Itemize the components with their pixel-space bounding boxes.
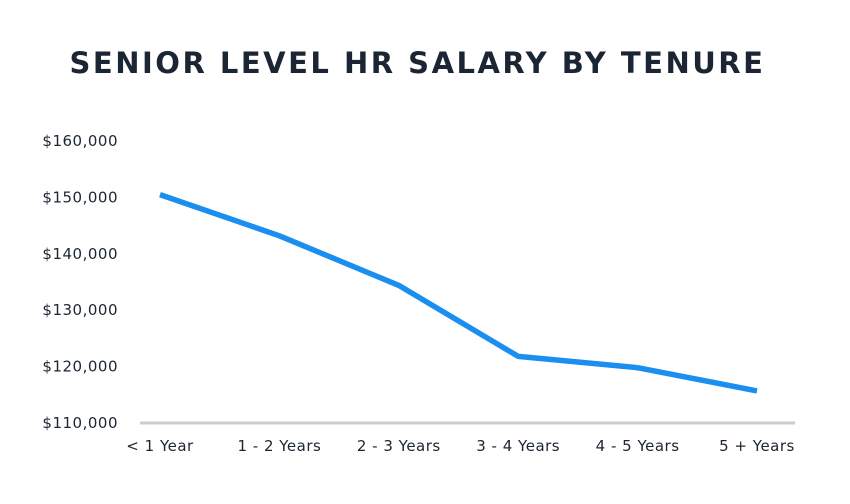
chart-title: SENIOR LEVEL HR SALARY BY TENURE [69, 46, 766, 80]
x-tick-label: 2 - 3 Years [357, 437, 441, 455]
y-tick-label: $160,000 [42, 132, 118, 150]
y-tick-label: $140,000 [42, 245, 118, 263]
x-tick-label: 5 + Years [719, 437, 795, 455]
y-tick-label: $120,000 [42, 358, 118, 376]
x-tick-label: 1 - 2 Years [237, 437, 321, 455]
y-tick-label: $150,000 [42, 188, 118, 206]
x-tick-label: < 1 Year [126, 437, 194, 455]
y-tick-label: $110,000 [42, 414, 118, 432]
x-tick-label: 3 - 4 Years [476, 437, 560, 455]
series-line [159, 192, 758, 394]
y-tick-label: $130,000 [42, 301, 118, 319]
x-tick-label: 4 - 5 Years [596, 437, 680, 455]
